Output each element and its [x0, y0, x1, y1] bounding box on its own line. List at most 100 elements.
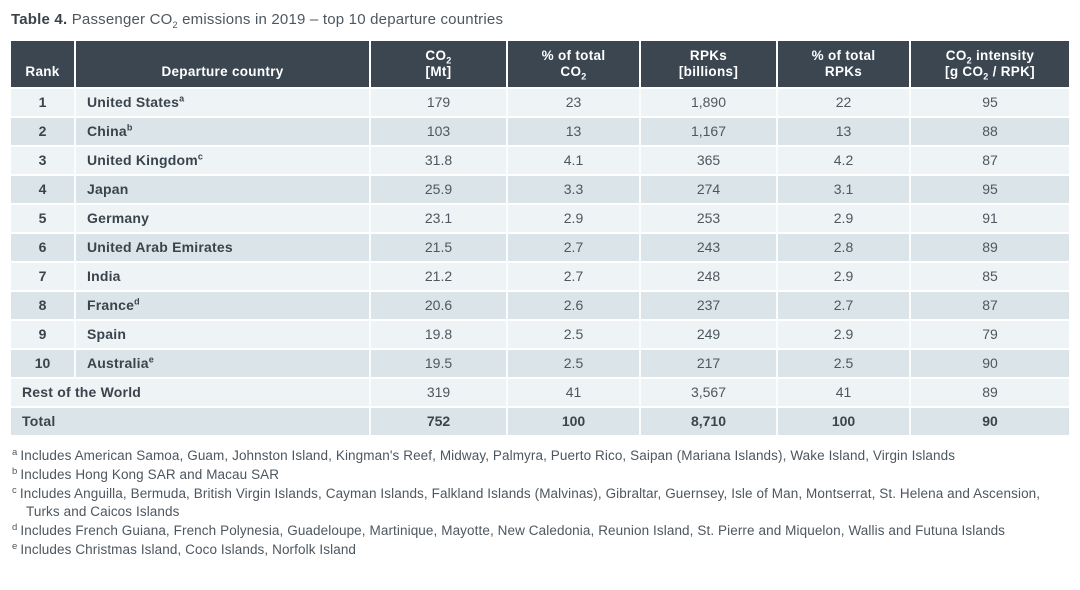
table-title: Table 4. Passenger CO2 emissions in 2019… — [11, 11, 1069, 30]
footnote-marker: d — [134, 296, 140, 307]
title-subscript: 2 — [172, 20, 178, 30]
co2-cell: 19.8 — [371, 321, 508, 350]
rank-cell: 2 — [11, 118, 76, 147]
rank-cell: 3 — [11, 147, 76, 176]
emissions-table: Rank Departure country CO2 [Mt] % of tot… — [11, 41, 1069, 437]
footnote-marker: d — [12, 521, 18, 533]
column-header-rank: Rank — [11, 41, 76, 89]
column-header-co2-intensity: CO2 intensity [g CO2 / RPK] — [911, 41, 1069, 89]
country-cell: Franced — [76, 292, 371, 321]
rest-of-world-row: Rest of the World 319 41 3,567 41 89 — [11, 379, 1069, 408]
footnote-marker: c — [197, 151, 204, 162]
co2-cell: 19.5 — [371, 350, 508, 379]
row-label: Total — [11, 408, 371, 437]
rank-cell: 9 — [11, 321, 76, 350]
pct-rpks-cell: 100 — [778, 408, 911, 437]
table-row: 3 United Kingdomc 31.8 4.1 365 4.2 87 — [11, 147, 1069, 176]
footnote: a Includes American Samoa, Guam, Johnston… — [12, 447, 1069, 465]
co2-cell: 23.1 — [371, 205, 508, 234]
pct-co2-cell: 41 — [508, 379, 641, 408]
co2-intensity-cell: 88 — [911, 118, 1069, 147]
footnote-marker: a — [12, 446, 18, 458]
rank-cell: 6 — [11, 234, 76, 263]
pct-co2-cell: 2.9 — [508, 205, 641, 234]
footnote: d Includes French Guiana, French Polynesi… — [12, 522, 1069, 540]
rpks-cell: 237 — [641, 292, 778, 321]
header-row: Rank Departure country CO2 [Mt] % of tot… — [11, 41, 1069, 89]
country-cell: India — [76, 263, 371, 292]
co2-cell: 21.2 — [371, 263, 508, 292]
country-name: Australia — [87, 355, 149, 371]
rank-cell: 1 — [11, 89, 76, 118]
report-page: Table 4. Passenger CO2 emissions in 2019… — [11, 11, 1069, 559]
footnote: e Includes Christmas Island, Coco Islands… — [12, 541, 1069, 559]
footnote-marker: a — [179, 93, 185, 104]
rpks-cell: 1,167 — [641, 118, 778, 147]
co2-cell: 25.9 — [371, 176, 508, 205]
pct-rpks-cell: 2.8 — [778, 234, 911, 263]
country-name: Germany — [87, 210, 150, 226]
pct-co2-cell: 100 — [508, 408, 641, 437]
table-row: 10 Australiae 19.5 2.5 217 2.5 90 — [11, 350, 1069, 379]
co2-intensity-cell: 90 — [911, 350, 1069, 379]
country-name: United States — [87, 94, 180, 110]
country-cell: Germany — [76, 205, 371, 234]
country-name: United Arab Emirates — [87, 239, 233, 255]
rpks-cell: 243 — [641, 234, 778, 263]
pct-rpks-cell: 41 — [778, 379, 911, 408]
footnote-text: Includes Christmas Island, Coco Islands,… — [20, 542, 357, 557]
pct-rpks-cell: 2.7 — [778, 292, 911, 321]
pct-co2-cell: 4.1 — [508, 147, 641, 176]
country-cell: Spain — [76, 321, 371, 350]
co2-intensity-cell: 89 — [911, 234, 1069, 263]
pct-rpks-cell: 2.9 — [778, 321, 911, 350]
pct-rpks-cell: 2.9 — [778, 205, 911, 234]
country-name: United Kingdom — [87, 152, 198, 168]
table-row: 8 Franced 20.6 2.6 237 2.7 87 — [11, 292, 1069, 321]
country-cell: United Arab Emirates — [76, 234, 371, 263]
country-name: China — [87, 123, 127, 139]
table-title-text-a: Passenger CO — [71, 11, 173, 28]
footnote-marker: b — [12, 465, 18, 477]
co2-intensity-cell: 87 — [911, 292, 1069, 321]
rank-cell: 10 — [11, 350, 76, 379]
table-row: 4 Japan 25.9 3.3 274 3.1 95 — [11, 176, 1069, 205]
table-row: 6 United Arab Emirates 21.5 2.7 243 2.8 … — [11, 234, 1069, 263]
country-cell: United Statesa — [76, 89, 371, 118]
pct-co2-cell: 2.7 — [508, 263, 641, 292]
footnote-marker: e — [12, 540, 18, 552]
rpks-cell: 253 — [641, 205, 778, 234]
footnote: b Includes Hong Kong SAR and Macau SAR — [12, 466, 1069, 484]
rpks-cell: 365 — [641, 147, 778, 176]
total-row: Total 752 100 8,710 100 90 — [11, 408, 1069, 437]
pct-rpks-cell: 3.1 — [778, 176, 911, 205]
rpks-cell: 274 — [641, 176, 778, 205]
footnote-marker: c — [12, 484, 17, 496]
pct-rpks-cell: 22 — [778, 89, 911, 118]
pct-rpks-cell: 4.2 — [778, 147, 911, 176]
column-header-pct-co2: % of total CO2 — [508, 41, 641, 89]
table-row: 1 United Statesa 179 23 1,890 22 95 — [11, 89, 1069, 118]
column-header-country: Departure country — [76, 41, 371, 89]
rank-cell: 4 — [11, 176, 76, 205]
co2-cell: 103 — [371, 118, 508, 147]
rank-cell: 5 — [11, 205, 76, 234]
country-cell: Australiae — [76, 350, 371, 379]
footnotes-section: a Includes American Samoa, Guam, Johnston… — [12, 447, 1069, 559]
rpks-cell: 248 — [641, 263, 778, 292]
column-header-rpks: RPKs [billions] — [641, 41, 778, 89]
pct-co2-cell: 23 — [508, 89, 641, 118]
pct-co2-cell: 13 — [508, 118, 641, 147]
pct-co2-cell: 2.5 — [508, 350, 641, 379]
co2-cell: 21.5 — [371, 234, 508, 263]
pct-rpks-cell: 2.5 — [778, 350, 911, 379]
footnote-text: Includes Anguilla, Bermuda, British Virg… — [19, 486, 1041, 519]
rank-cell: 7 — [11, 263, 76, 292]
footnote-text: Includes French Guiana, French Polynesia… — [20, 523, 1006, 538]
rpks-cell: 3,567 — [641, 379, 778, 408]
row-label: Rest of the World — [11, 379, 371, 408]
co2-intensity-cell: 87 — [911, 147, 1069, 176]
country-name: India — [87, 268, 121, 284]
rpks-cell: 1,890 — [641, 89, 778, 118]
footnote-marker: b — [126, 122, 133, 133]
